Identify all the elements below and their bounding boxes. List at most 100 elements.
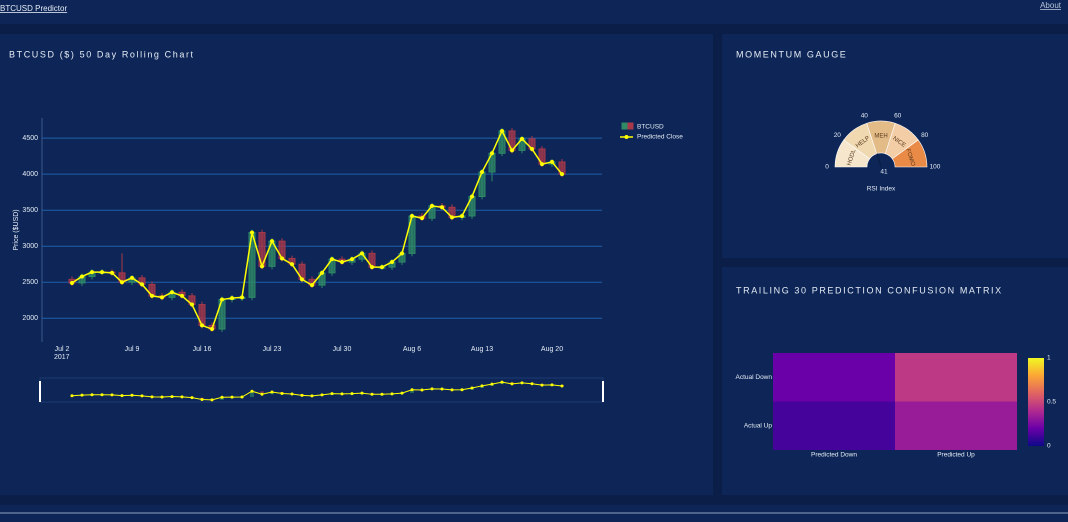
prediction-marker xyxy=(180,293,184,298)
prediction-marker xyxy=(500,128,504,133)
app-title[interactable]: BTCUSD Predictor xyxy=(0,4,67,13)
slider-marker xyxy=(150,395,154,399)
slider-candle xyxy=(410,389,414,394)
x-category-label: Predicted Down xyxy=(811,452,857,459)
slider-marker xyxy=(180,395,184,399)
prediction-marker xyxy=(470,194,474,199)
prediction-marker xyxy=(290,262,294,267)
x-tick-label: Jul 30 xyxy=(333,346,352,353)
slider-marker xyxy=(410,388,414,392)
gauge-tick-label: 40 xyxy=(861,112,869,119)
prediction-marker xyxy=(230,296,234,301)
gauge-band xyxy=(891,139,928,168)
range-slider[interactable] xyxy=(39,377,604,403)
slider-marker xyxy=(420,388,424,392)
slider-marker xyxy=(300,393,304,397)
prediction-marker xyxy=(510,148,514,153)
chart-title: BTCUSD ($) 50 Day Rolling Chart xyxy=(9,49,195,59)
gauge-axis-label: RSI Index xyxy=(867,186,896,193)
prediction-marker xyxy=(170,290,174,295)
slider-marker xyxy=(80,393,84,397)
prediction-marker xyxy=(300,277,304,282)
x-tick-label: Jul 9 xyxy=(125,346,140,353)
slider-marker xyxy=(320,393,324,397)
prediction-marker xyxy=(350,257,354,262)
slider-marker xyxy=(90,393,94,397)
y-tick-label: 4500 xyxy=(22,135,38,142)
gauge-value: 41 xyxy=(880,169,888,176)
prediction-marker xyxy=(140,282,144,287)
y-tick-label: 3500 xyxy=(22,207,38,214)
slider-marker xyxy=(220,395,224,399)
prediction-marker xyxy=(360,251,364,256)
prediction-marker xyxy=(520,136,524,141)
slider-marker xyxy=(440,387,444,391)
slider-marker xyxy=(130,393,134,397)
slider-marker xyxy=(190,396,194,400)
slider-marker xyxy=(550,383,554,387)
x-tick-label: Jul 2 xyxy=(55,346,70,353)
prediction-marker xyxy=(130,275,134,280)
prediction-marker xyxy=(310,283,314,288)
slider-marker xyxy=(350,392,354,396)
slider-marker xyxy=(510,382,514,386)
gauge-tick-label: 60 xyxy=(894,112,902,119)
slider-marker xyxy=(260,392,264,396)
prediction-marker xyxy=(320,270,324,275)
slider-marker xyxy=(110,393,114,397)
y-tick-label: 2500 xyxy=(22,279,38,286)
y-category-label: Actual Down xyxy=(736,374,773,381)
prediction-marker xyxy=(160,295,164,300)
gauge-tick-label: 80 xyxy=(921,132,929,139)
prediction-marker xyxy=(490,151,494,156)
prediction-marker xyxy=(240,295,244,300)
gauge-tick-label: 0 xyxy=(825,164,829,171)
heatmap-cell xyxy=(773,401,895,450)
slider-marker xyxy=(120,394,124,398)
prediction-marker xyxy=(210,327,214,332)
slider-marker xyxy=(480,384,484,388)
prediction-marker xyxy=(530,146,534,151)
gauge-title: MOMENTUM GAUGE xyxy=(736,49,847,59)
legend-label[interactable]: Predicted Close xyxy=(637,134,683,141)
heatmap-cell xyxy=(773,353,895,402)
colorbar-tick-label: 0 xyxy=(1047,443,1051,450)
slider-marker xyxy=(240,395,244,399)
heatmap-cell xyxy=(895,401,1017,450)
slider-marker xyxy=(70,394,74,398)
slider-marker xyxy=(310,394,314,398)
prediction-marker xyxy=(560,172,564,177)
prediction-marker xyxy=(280,256,284,261)
slider-marker xyxy=(450,388,454,392)
heatmap-cell xyxy=(895,353,1017,402)
band-label: FOMO xyxy=(904,148,915,167)
x-tick-year: 2017 xyxy=(54,354,70,361)
prediction-marker xyxy=(250,230,254,235)
x-tick-label: Aug 20 xyxy=(541,346,563,353)
prediction-marker xyxy=(460,213,464,218)
prediction-marker xyxy=(70,280,74,285)
slider-marker xyxy=(400,391,404,395)
slider-marker xyxy=(520,381,524,385)
prediction-marker xyxy=(120,280,124,285)
slider-marker xyxy=(390,392,394,396)
slider-marker xyxy=(540,383,544,387)
legend-candle xyxy=(627,122,634,130)
about-link[interactable]: About xyxy=(1040,1,1062,10)
x-tick-label: Aug 6 xyxy=(403,346,421,353)
y-category-label: Actual Up xyxy=(744,422,773,429)
slider-candle xyxy=(260,391,264,395)
prediction-marker xyxy=(430,203,434,208)
prediction-marker xyxy=(80,274,84,279)
slider-marker xyxy=(280,392,284,396)
slider-marker xyxy=(560,384,564,388)
slider-marker xyxy=(170,395,174,399)
slider-marker xyxy=(210,398,214,402)
prediction-marker xyxy=(540,162,544,167)
slider-marker xyxy=(430,387,434,391)
legend-label[interactable]: BTCUSD xyxy=(637,124,664,131)
x-tick-label: Jul 16 xyxy=(193,346,212,353)
slider-marker xyxy=(200,398,204,402)
legend-marker xyxy=(624,135,629,139)
